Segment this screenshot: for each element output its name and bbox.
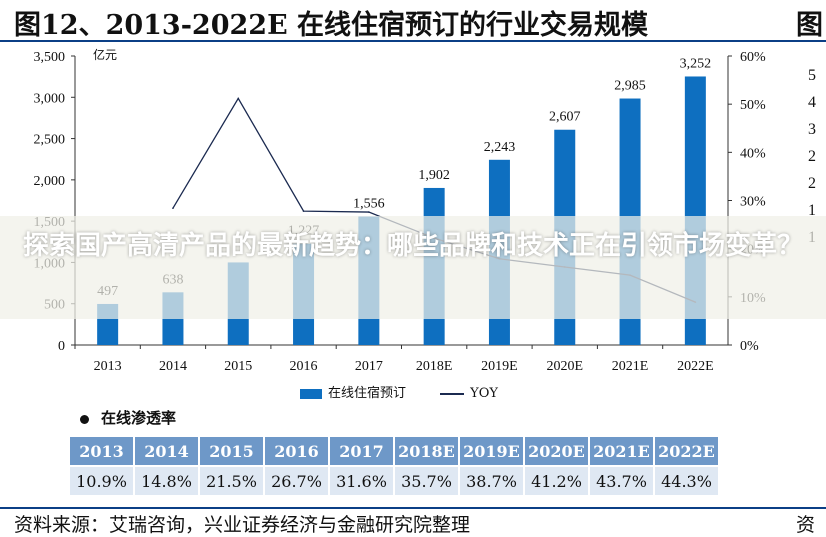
x-tick-label: 2014 xyxy=(159,359,187,374)
x-tick-label: 2019E xyxy=(481,359,518,374)
bar-data-label: 2,607 xyxy=(549,110,581,125)
right-edge-label: 3 xyxy=(808,121,816,138)
x-tick-label: 2020E xyxy=(546,359,583,374)
penetration-value-cell: 41.2% xyxy=(525,467,588,495)
bar-data-label: 3,252 xyxy=(680,56,712,71)
penetration-value-cell: 14.8% xyxy=(135,467,198,495)
penetration-value-cell: 35.7% xyxy=(395,467,458,495)
overlay-headline: 探索国产高清产品的最新趋势：哪些品牌和技术正在引领市场变革？ xyxy=(22,231,803,261)
left-tick-label: 3,000 xyxy=(34,91,66,106)
penetration-value-cell: 44.3% xyxy=(655,467,718,495)
legend-bar-swatch xyxy=(300,388,322,399)
chart: 05001,0001,5002,0002,5003,0003,5000%10%2… xyxy=(34,47,767,374)
penetration-years-row: 2013 2014 2015 2016 2017 2018E 2019E 2020E 2021E… xyxy=(70,437,718,465)
x-tick-label: 2022E xyxy=(677,359,714,374)
bar-data-label: 2,985 xyxy=(614,79,646,94)
penetration-year-cell: 2017 xyxy=(330,437,393,465)
penetration-value-cell: 26.7% xyxy=(265,467,328,495)
penetration-year-cell: 2016 xyxy=(265,437,328,465)
penetration-table: 2013 2014 2015 2016 2017 2018E 2019E 2020E 2021E… xyxy=(68,435,720,497)
bullet-icon xyxy=(80,414,89,424)
penetration-year-cell: 2013 xyxy=(70,437,133,465)
bottom-rule xyxy=(0,507,826,509)
x-tick-label: 2015 xyxy=(224,359,252,374)
source-note: 资料来源：艾瑞咨询，兴业证券经济与金融研究院整理 xyxy=(14,514,471,536)
penetration-value-cell: 43.7% xyxy=(590,467,653,495)
left-axis-unit: 亿元 xyxy=(93,47,117,62)
figure-title: 图12、2013-2022E 在线住宿预订的行业交易规模 xyxy=(14,10,649,41)
x-tick-label: 2018E xyxy=(416,359,453,374)
x-tick-label: 2013 xyxy=(94,359,122,374)
legend-line-swatch xyxy=(440,392,465,395)
right-edge-label: 2 xyxy=(808,148,816,165)
left-tick-label: 3,500 xyxy=(34,50,66,65)
yoy-point xyxy=(368,211,370,213)
left-tick-label: 2,000 xyxy=(34,174,66,189)
right-tick-label: 60% xyxy=(740,50,766,65)
yoy-point xyxy=(237,97,240,100)
penetration-year-cell: 2020E xyxy=(525,437,588,465)
penetration-values-row: 10.9% 14.8% 21.5% 26.7% 31.6% 35.7% 38.7% 41.2%… xyxy=(70,467,718,495)
penetration-year-cell: 2022E xyxy=(655,437,718,465)
penetration-title: 在线渗透率 xyxy=(80,407,176,428)
left-tick-label: 0 xyxy=(58,339,65,354)
penetration-value-cell: 38.7% xyxy=(460,467,523,495)
overlay-banner xyxy=(0,216,826,319)
penetration-value-cell: 31.6% xyxy=(330,467,393,495)
source-note-cut: 资 xyxy=(796,514,816,536)
penetration-value-cell: 10.9% xyxy=(70,467,133,495)
penetration-title-text: 在线渗透率 xyxy=(101,409,177,427)
x-tick-label: 2017 xyxy=(355,359,383,374)
yoy-point xyxy=(172,207,174,210)
right-tick-label: 0% xyxy=(740,339,759,354)
left-tick-label: 2,500 xyxy=(34,133,66,148)
figure-title-cut: 图 xyxy=(796,10,823,41)
x-tick-label: 2021E xyxy=(612,359,649,374)
right-edge-label: 5 xyxy=(808,67,816,84)
penetration-value-cell: 21.5% xyxy=(200,467,263,495)
bar-data-label: 1,902 xyxy=(418,168,450,183)
x-tick-label: 2016 xyxy=(290,359,318,374)
legend-bar-label: 在线住宿预订 xyxy=(328,386,407,401)
right-edge-label: 2 xyxy=(808,175,816,192)
penetration-year-cell: 2014 xyxy=(135,437,198,465)
penetration-year-cell: 2019E xyxy=(460,437,523,465)
penetration-year-cell: 2018E xyxy=(395,437,458,465)
top-rule xyxy=(0,40,826,42)
penetration-year-cell: 2021E xyxy=(590,437,653,465)
right-tick-label: 50% xyxy=(740,98,766,113)
right-edge-label: 1 xyxy=(808,202,816,219)
legend: 在线住宿预订 YOY xyxy=(300,382,498,401)
legend-line-label: YOY xyxy=(470,386,498,401)
bar-data-label: 2,243 xyxy=(484,140,516,155)
yoy-point xyxy=(302,210,305,212)
right-edge-label: 4 xyxy=(808,94,816,111)
right-tick-label: 30% xyxy=(740,195,766,210)
penetration-year-cell: 2015 xyxy=(200,437,263,465)
bar-data-label: 1,556 xyxy=(353,197,385,212)
right-tick-label: 40% xyxy=(740,146,766,161)
